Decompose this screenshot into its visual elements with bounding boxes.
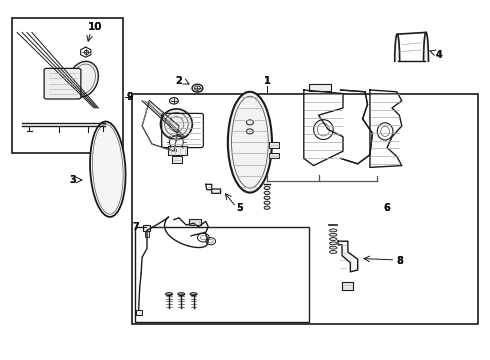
- Text: 2: 2: [175, 76, 182, 86]
- Text: 3: 3: [69, 175, 76, 185]
- FancyBboxPatch shape: [44, 68, 81, 99]
- Text: 5: 5: [237, 203, 244, 213]
- Ellipse shape: [329, 242, 337, 245]
- Bar: [269, 142, 279, 148]
- Text: 9: 9: [126, 92, 133, 102]
- Text: 6: 6: [384, 203, 391, 213]
- Ellipse shape: [264, 186, 270, 189]
- Ellipse shape: [170, 98, 178, 104]
- Bar: [342, 282, 353, 290]
- Text: 7: 7: [133, 222, 140, 232]
- Ellipse shape: [264, 206, 270, 210]
- Ellipse shape: [190, 293, 197, 296]
- Text: 4: 4: [435, 50, 442, 60]
- Ellipse shape: [329, 229, 337, 232]
- Bar: [143, 225, 150, 231]
- Bar: [145, 231, 149, 237]
- Ellipse shape: [228, 92, 272, 193]
- Bar: [135, 227, 309, 322]
- Text: 2: 2: [175, 76, 182, 86]
- Ellipse shape: [178, 293, 185, 296]
- Ellipse shape: [166, 293, 172, 296]
- Bar: [168, 146, 187, 155]
- Text: 4: 4: [435, 50, 442, 60]
- Bar: [136, 310, 142, 315]
- Text: 8: 8: [396, 256, 403, 266]
- Ellipse shape: [329, 246, 337, 249]
- Ellipse shape: [329, 251, 337, 253]
- Text: 10: 10: [88, 22, 103, 32]
- Bar: [172, 156, 182, 163]
- Text: 1: 1: [264, 76, 270, 86]
- Bar: [189, 219, 201, 225]
- Ellipse shape: [264, 201, 270, 204]
- Text: 9: 9: [126, 92, 133, 102]
- Text: 5: 5: [237, 203, 244, 213]
- Text: 8: 8: [396, 256, 403, 266]
- Text: 6: 6: [384, 203, 391, 213]
- Ellipse shape: [329, 238, 337, 240]
- Text: 7: 7: [133, 222, 140, 232]
- Bar: [12, 18, 122, 153]
- Ellipse shape: [160, 109, 193, 139]
- Ellipse shape: [192, 84, 203, 92]
- Bar: [132, 94, 478, 324]
- Ellipse shape: [264, 196, 270, 199]
- Ellipse shape: [329, 233, 337, 236]
- Polygon shape: [338, 241, 358, 272]
- Bar: [269, 153, 279, 158]
- Ellipse shape: [264, 191, 270, 194]
- Text: 10: 10: [88, 22, 103, 32]
- Text: 3: 3: [69, 175, 76, 185]
- Ellipse shape: [68, 61, 98, 97]
- Bar: [309, 84, 331, 91]
- Text: 1: 1: [264, 76, 270, 86]
- Polygon shape: [206, 184, 220, 193]
- Ellipse shape: [90, 122, 125, 217]
- Polygon shape: [395, 32, 428, 61]
